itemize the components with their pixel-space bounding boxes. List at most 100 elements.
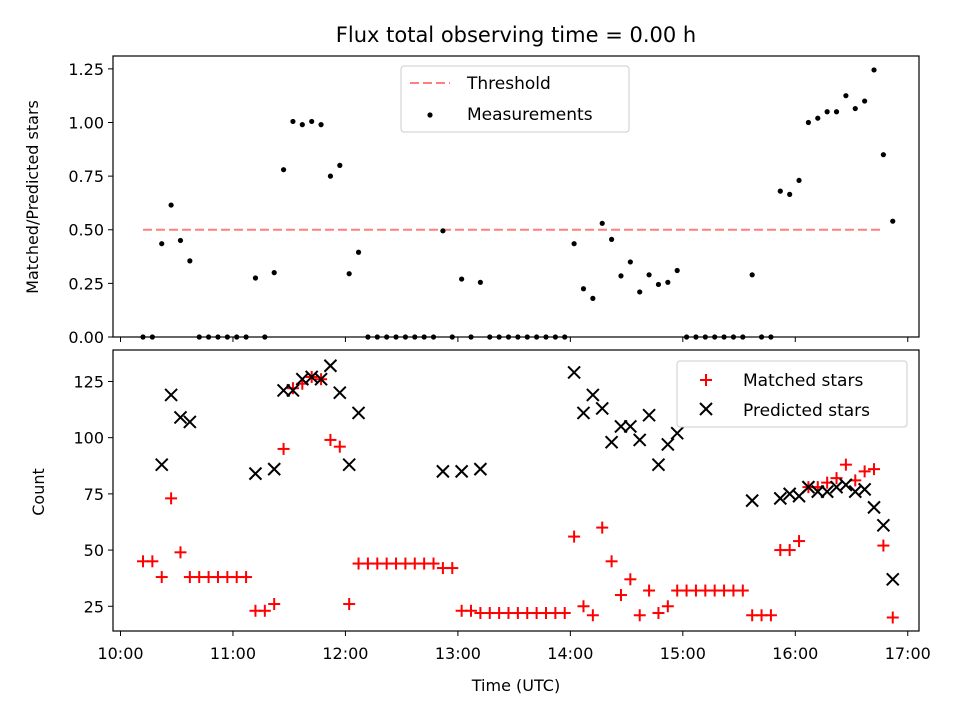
- predicted-star-marker: [857, 482, 872, 497]
- predicted-star-marker: [342, 457, 356, 472]
- matched-star-marker: [793, 535, 806, 548]
- predicted-star-marker: [633, 433, 647, 447]
- matched-star-marker: [877, 539, 890, 552]
- matched-star-marker: [614, 589, 627, 602]
- ratio-legend-box: [400, 65, 630, 133]
- count-y-ticks: 25 50 75 100 125: [73, 372, 113, 616]
- measurement-point: [815, 115, 821, 121]
- matched-star-marker: [146, 555, 159, 568]
- predicted-star-marker: [661, 437, 675, 452]
- matched-star-marker: [277, 442, 290, 455]
- ratio-y-tick-label: 0.00: [68, 328, 104, 347]
- matched-star-marker: [652, 607, 665, 620]
- ratio-legend: Threshold Measurements: [400, 65, 630, 133]
- legend-matched-swatch: [700, 374, 712, 386]
- measurement-point: [590, 295, 596, 301]
- ratio-y-tick-label: 0.25: [68, 274, 104, 293]
- legend-predicted-swatch: [699, 402, 713, 416]
- matched-star-marker: [736, 584, 749, 597]
- predicted-star-marker: [839, 478, 853, 492]
- predicted-star-d2: [567, 365, 581, 380]
- predicted-star-d2: [623, 419, 638, 434]
- predicted-star-d2: [267, 462, 281, 476]
- predicted-star-marker: [248, 466, 263, 481]
- count-y-tick-label: 75: [84, 485, 104, 504]
- predicted-star-marker: [745, 493, 759, 508]
- measurement-point: [665, 279, 671, 285]
- count-y-tick-label: 100: [73, 429, 104, 448]
- predicted-star-d2: [670, 426, 684, 440]
- legend-predicted-label: Predicted stars: [743, 401, 870, 421]
- predicted-star-marker: [670, 426, 684, 440]
- count-x-ticks: 10:00 11:00 12:00 13:00 14:00 15:00 16:00 17:00: [97, 631, 931, 663]
- matched-star-marker: [286, 382, 299, 395]
- matched-star-marker: [568, 530, 581, 543]
- predicted-star-d2: [820, 484, 834, 499]
- measurement-point: [337, 162, 343, 168]
- predicted-star-d2: [586, 388, 600, 402]
- measurement-point: [459, 276, 465, 282]
- count-x-tick-label: 11:00: [210, 644, 256, 663]
- matched-star-marker: [155, 571, 168, 584]
- predicted-star-d2: [173, 410, 188, 425]
- legend-matched-label: Matched stars: [743, 371, 863, 391]
- predicted-star-d2: [773, 491, 788, 506]
- measurement-point: [318, 122, 324, 128]
- matched-star-marker: [783, 544, 796, 557]
- predicted-star-marker: [876, 518, 891, 533]
- predicted-star-d2: [604, 435, 619, 449]
- predicted-star-d2: [473, 462, 488, 476]
- predicted-star-d2: [351, 406, 366, 420]
- measurement-point: [187, 258, 193, 264]
- ratio-y-tick-label: 1.25: [68, 60, 104, 79]
- predicted-star-marker: [183, 415, 197, 429]
- predicted-star-d2: [857, 482, 872, 497]
- predicted-star-marker: [773, 491, 788, 506]
- legend-measurements-label: Measurements: [467, 105, 593, 125]
- measurement-point: [618, 273, 624, 279]
- count-legend-box: [676, 360, 908, 428]
- predicted-star-d2: [651, 457, 666, 472]
- matched-star-marker: [268, 598, 281, 611]
- measurement-point: [843, 93, 849, 99]
- measurement-point: [309, 118, 315, 125]
- ratio-y-tick-label: 1.00: [68, 113, 104, 132]
- count-plot-area: [136, 359, 900, 624]
- predicted-star-marker: [604, 435, 619, 449]
- matched-star-marker: [764, 609, 777, 622]
- measurement-point: [327, 173, 334, 179]
- predicted-star-d2: [745, 493, 759, 508]
- count-x-tick-label: 15:00: [660, 644, 706, 663]
- ratio-plot-area: [140, 67, 896, 340]
- predicted-star-marker: [586, 388, 600, 402]
- matched-star-marker: [558, 607, 571, 620]
- predicted-star-d2: [333, 386, 347, 400]
- measurement-point: [646, 272, 652, 278]
- measurement-point: [580, 286, 587, 292]
- predicted-star-marker: [801, 480, 816, 494]
- measurement-point: [290, 118, 296, 125]
- matched-star-marker: [605, 555, 618, 568]
- predicted-star-marker: [576, 406, 591, 420]
- count-y-tick-label: 50: [84, 541, 104, 560]
- legend-threshold-label: Threshold: [466, 74, 551, 94]
- matched-star-marker: [886, 611, 899, 624]
- measurement-point: [852, 105, 858, 112]
- measurement-point: [749, 272, 755, 278]
- predicted-star-d2: [286, 383, 300, 398]
- measurement-point: [440, 228, 446, 234]
- matched-star-marker: [830, 472, 843, 485]
- predicted-star-d2: [323, 359, 338, 373]
- predicted-star-d2: [155, 457, 169, 472]
- measurement-point: [674, 267, 680, 274]
- measurement-point: [477, 279, 483, 285]
- predicted-star-marker: [155, 457, 169, 472]
- matched-star-marker: [427, 557, 440, 570]
- matched-star-marker: [258, 604, 271, 617]
- measurement-point: [280, 167, 287, 173]
- count-y-tick-label: 25: [84, 597, 104, 616]
- predicted-star-d2: [876, 518, 891, 533]
- measurement-point: [871, 67, 877, 73]
- ratio-y-tick-label: 0.50: [68, 221, 104, 240]
- predicted-star-marker: [567, 365, 581, 380]
